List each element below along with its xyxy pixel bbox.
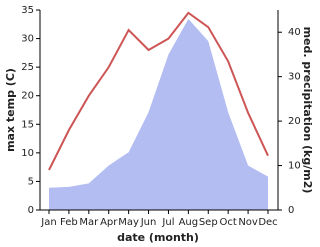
x-tick-label: May	[118, 217, 139, 228]
x-axis-label: date (month)	[117, 231, 199, 244]
temperature-line	[48, 11, 269, 171]
y2-tick-label: 20	[288, 116, 301, 127]
x-tick-label: Aug	[179, 217, 199, 228]
y-tick-label: 35	[21, 5, 34, 16]
y-tick-label: 5	[28, 176, 34, 187]
x-tick-label: Jul	[161, 217, 174, 228]
y-tick-label: 25	[21, 62, 34, 73]
x-tick-label: Apr	[100, 217, 118, 228]
y-tick-label: 15	[21, 119, 34, 130]
x-tick-label: Mar	[79, 217, 99, 228]
y-tick-label: 30	[21, 34, 34, 45]
y2-tick-label: 30	[288, 72, 301, 83]
y-tick-label: 0	[28, 205, 34, 216]
x-tick-label: Jan	[40, 217, 56, 228]
x-tick-label: Feb	[60, 217, 78, 228]
x-tick-label: Dec	[258, 217, 277, 228]
y-tick-label: 10	[21, 148, 34, 159]
precipitation-area	[49, 18, 268, 211]
y2-tick-label: 0	[288, 205, 294, 216]
x-tick-label: Nov	[238, 217, 258, 228]
x-tick-label: Oct	[220, 217, 237, 228]
y2-tick-label: 40	[288, 27, 301, 38]
x-tick-label: Sep	[199, 217, 218, 228]
x-tick-label: Jun	[140, 217, 157, 228]
y2-tick-label: 10	[288, 161, 301, 172]
y-tick-label: 20	[21, 91, 34, 102]
y2-axis-label: med. precipitation (kg/m2)	[301, 27, 314, 194]
y-axis-label: max temp (C)	[4, 68, 17, 152]
